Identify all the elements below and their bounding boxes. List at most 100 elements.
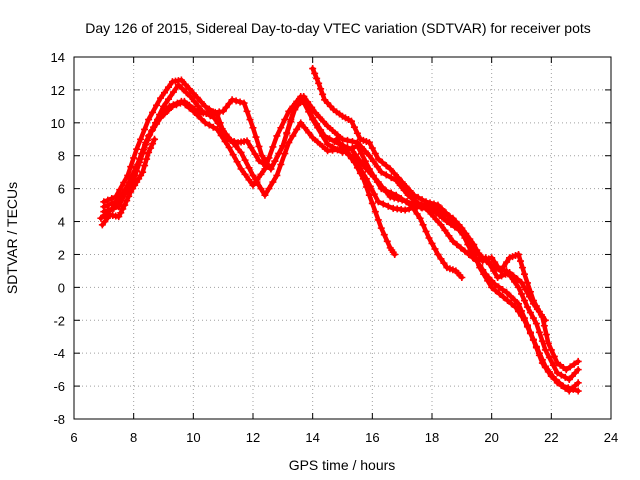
data-point: [326, 135, 334, 143]
data-point: [226, 136, 234, 144]
data-point: [353, 129, 361, 137]
data-point: [533, 305, 541, 313]
data-point: [182, 89, 190, 97]
data-point: [172, 101, 180, 109]
data-point: [549, 361, 557, 369]
data-point: [365, 191, 373, 199]
data-point: [185, 101, 193, 109]
data-point: [443, 218, 451, 226]
data-point: [494, 273, 502, 281]
data-point: [145, 132, 153, 140]
data-point: [213, 125, 221, 133]
data-point: [545, 354, 553, 362]
data-point: [413, 210, 421, 218]
data-point: [418, 196, 426, 204]
data-point: [369, 173, 377, 181]
data-point: [157, 94, 165, 102]
data-point: [361, 147, 369, 155]
data-point: [440, 259, 448, 267]
data-point: [506, 269, 514, 277]
data-point: [343, 136, 351, 144]
x-tick-label: 12: [246, 430, 260, 445]
data-point: [520, 270, 528, 278]
x-tick-label: 14: [305, 430, 319, 445]
data-point: [470, 252, 478, 260]
data-point: [365, 139, 373, 147]
data-point: [263, 162, 271, 170]
data-point: [293, 125, 301, 133]
data-point: [277, 161, 285, 169]
data-point: [177, 76, 185, 84]
data-point: [169, 88, 177, 96]
data-point: [499, 286, 507, 294]
x-axis-title: GPS time / hours: [289, 457, 396, 473]
data-point: [249, 124, 257, 132]
data-point: [557, 371, 565, 379]
data-point: [529, 300, 537, 308]
data-point: [470, 241, 478, 249]
data-point: [402, 182, 410, 190]
data-point: [401, 206, 409, 214]
data-point: [479, 266, 487, 274]
data-point: [508, 300, 516, 308]
data-point: [289, 132, 297, 140]
data-point: [407, 201, 415, 209]
data-point: [267, 165, 275, 173]
data-point: [228, 96, 236, 104]
data-point: [382, 171, 390, 179]
data-point: [237, 148, 245, 156]
data-point: [504, 297, 512, 305]
data-point: [540, 322, 548, 330]
series-sat-track-8: [98, 135, 159, 229]
data-point: [427, 210, 435, 218]
data-point: [249, 181, 257, 189]
data-point: [464, 241, 472, 249]
data-point: [197, 98, 205, 106]
data-point: [438, 205, 446, 213]
data-point: [222, 103, 230, 111]
data-point: [130, 154, 138, 162]
data-point: [205, 105, 213, 113]
data-point: [317, 126, 325, 134]
data-point: [523, 321, 531, 329]
data-point: [273, 171, 281, 179]
data-point: [390, 194, 398, 202]
data-point: [222, 135, 230, 143]
data-point: [541, 316, 549, 324]
data-point: [498, 272, 506, 280]
data-point: [518, 278, 525, 286]
data-point: [350, 123, 358, 131]
data-point: [416, 214, 424, 222]
data-point: [570, 360, 578, 368]
data-point: [377, 168, 385, 176]
data-point: [518, 264, 526, 272]
data-point: [537, 311, 545, 319]
data-point: [283, 129, 291, 137]
data-point: [149, 140, 157, 148]
data-point: [108, 195, 116, 203]
data-point: [324, 122, 332, 130]
data-point: [115, 203, 123, 211]
data-point: [216, 119, 224, 127]
data-point: [232, 97, 240, 105]
data-point: [241, 156, 249, 164]
data-point: [344, 151, 352, 159]
data-point: [377, 224, 385, 232]
data-point: [243, 107, 251, 115]
data-point: [285, 139, 293, 147]
data-point: [547, 346, 555, 354]
data-point: [339, 143, 346, 151]
data-point: [562, 366, 570, 374]
data-point: [523, 279, 531, 287]
data-point: [514, 275, 522, 283]
data-point: [219, 127, 227, 135]
data-point: [321, 132, 329, 140]
y-tick-label: 4: [58, 215, 65, 230]
data-point: [147, 144, 155, 152]
data-point: [157, 114, 165, 122]
data-point: [373, 163, 381, 171]
data-point: [386, 193, 394, 201]
data-point: [515, 283, 523, 291]
data-point: [553, 369, 561, 377]
data-point: [495, 283, 503, 291]
